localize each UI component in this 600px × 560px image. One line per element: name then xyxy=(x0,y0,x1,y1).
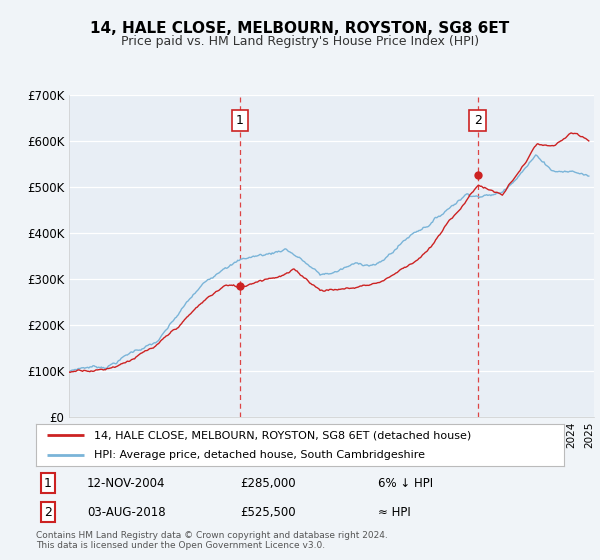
Text: £525,500: £525,500 xyxy=(240,506,296,519)
Text: Price paid vs. HM Land Registry's House Price Index (HPI): Price paid vs. HM Land Registry's House … xyxy=(121,35,479,48)
Text: £285,000: £285,000 xyxy=(240,477,296,490)
Text: 2: 2 xyxy=(474,114,482,127)
Text: 1: 1 xyxy=(44,477,52,490)
Text: 14, HALE CLOSE, MELBOURN, ROYSTON, SG8 6ET: 14, HALE CLOSE, MELBOURN, ROYSTON, SG8 6… xyxy=(91,21,509,36)
Text: 03-AUG-2018: 03-AUG-2018 xyxy=(87,506,166,519)
Text: 1: 1 xyxy=(236,114,244,127)
Text: 2: 2 xyxy=(44,506,52,519)
Text: 12-NOV-2004: 12-NOV-2004 xyxy=(87,477,166,490)
Text: 6% ↓ HPI: 6% ↓ HPI xyxy=(378,477,433,490)
Text: Contains HM Land Registry data © Crown copyright and database right 2024.
This d: Contains HM Land Registry data © Crown c… xyxy=(36,530,388,550)
Text: ≈ HPI: ≈ HPI xyxy=(378,506,411,519)
Text: HPI: Average price, detached house, South Cambridgeshire: HPI: Average price, detached house, Sout… xyxy=(94,450,425,460)
Text: 14, HALE CLOSE, MELBOURN, ROYSTON, SG8 6ET (detached house): 14, HALE CLOSE, MELBOURN, ROYSTON, SG8 6… xyxy=(94,430,472,440)
